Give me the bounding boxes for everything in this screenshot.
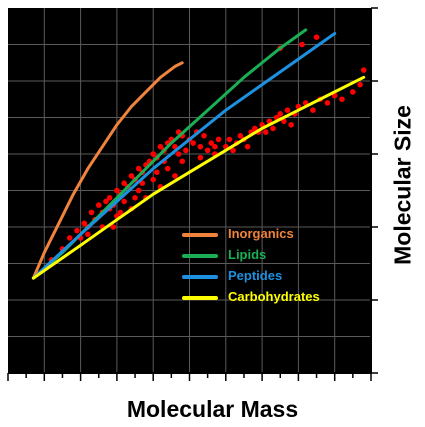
- data-point: [117, 209, 124, 216]
- data-point: [128, 173, 135, 179]
- data-point: [313, 34, 320, 40]
- data-point: [310, 107, 316, 113]
- data-point: [339, 96, 345, 103]
- series-line-inorganics: [31, 61, 184, 280]
- data-point: [284, 107, 291, 113]
- data-point: [252, 125, 258, 132]
- data-point: [226, 136, 233, 143]
- data-point: [150, 151, 156, 157]
- legend-swatch-inorganics: [182, 233, 218, 237]
- data-point: [175, 151, 182, 157]
- data-point: [106, 195, 113, 201]
- data-point: [262, 129, 269, 135]
- data-point: [179, 158, 186, 165]
- data-point: [172, 173, 178, 179]
- legend-item-carbohydrates: Carbohydrates: [174, 288, 342, 308]
- data-point: [81, 220, 88, 227]
- data-point: [360, 67, 367, 73]
- y-axis-title: Molecular Size: [389, 105, 416, 265]
- data-point: [114, 187, 120, 194]
- legend-label-lipids: Lipids: [228, 247, 267, 262]
- data-point: [204, 147, 211, 154]
- data-point: [288, 122, 294, 128]
- legend-label-carbohydrates: Carbohydrates: [228, 289, 320, 304]
- legend-item-peptides: Peptides: [174, 267, 342, 287]
- data-point: [212, 143, 218, 150]
- series-line-carbohydrates: [31, 75, 366, 280]
- data-point: [85, 231, 91, 238]
- data-point: [350, 89, 356, 95]
- data-point: [164, 165, 171, 172]
- data-point: [95, 202, 102, 208]
- scatter-points: [48, 34, 367, 263]
- data-point: [110, 224, 117, 230]
- data-point: [197, 143, 204, 150]
- legend-swatch-lipids: [182, 254, 218, 258]
- series-line-peptides: [31, 32, 337, 280]
- data-point: [215, 136, 222, 143]
- data-point: [208, 140, 215, 146]
- legend-item-lipids: Lipids: [174, 246, 342, 266]
- data-point: [157, 143, 164, 150]
- legend-swatch-carbohydrates: [182, 296, 218, 300]
- legend-label-peptides: Peptides: [228, 268, 283, 283]
- data-point: [74, 227, 80, 234]
- legend: Inorganics Lipids Peptides Carbohydrates: [174, 221, 342, 313]
- data-point: [150, 176, 156, 183]
- data-point: [183, 147, 189, 154]
- data-point: [190, 140, 196, 146]
- data-point: [103, 198, 109, 205]
- data-point: [244, 143, 251, 150]
- data-point: [357, 81, 363, 88]
- data-point: [154, 169, 160, 176]
- data-point: [121, 180, 127, 186]
- legend-item-inorganics: Inorganics: [174, 225, 342, 245]
- data-point: [139, 180, 146, 186]
- data-point: [201, 132, 207, 139]
- legend-label-inorganics: Inorganics: [228, 226, 294, 241]
- x-axis-title: Molecular Mass: [126, 396, 299, 422]
- data-point: [135, 187, 142, 194]
- data-point: [132, 195, 138, 201]
- data-point: [135, 165, 142, 172]
- data-point: [324, 100, 331, 106]
- data-point: [277, 111, 284, 117]
- data-point: [197, 154, 204, 161]
- data-point: [237, 132, 244, 139]
- data-point: [121, 198, 127, 205]
- data-point: [270, 125, 276, 132]
- data-point: [230, 147, 236, 154]
- grid-lines: [8, 8, 371, 373]
- series-lines: [31, 28, 366, 280]
- data-point: [66, 235, 73, 241]
- data-point: [88, 209, 95, 216]
- data-point: [299, 41, 305, 48]
- legend-swatch-peptides: [182, 275, 218, 279]
- axes: [7, 7, 378, 381]
